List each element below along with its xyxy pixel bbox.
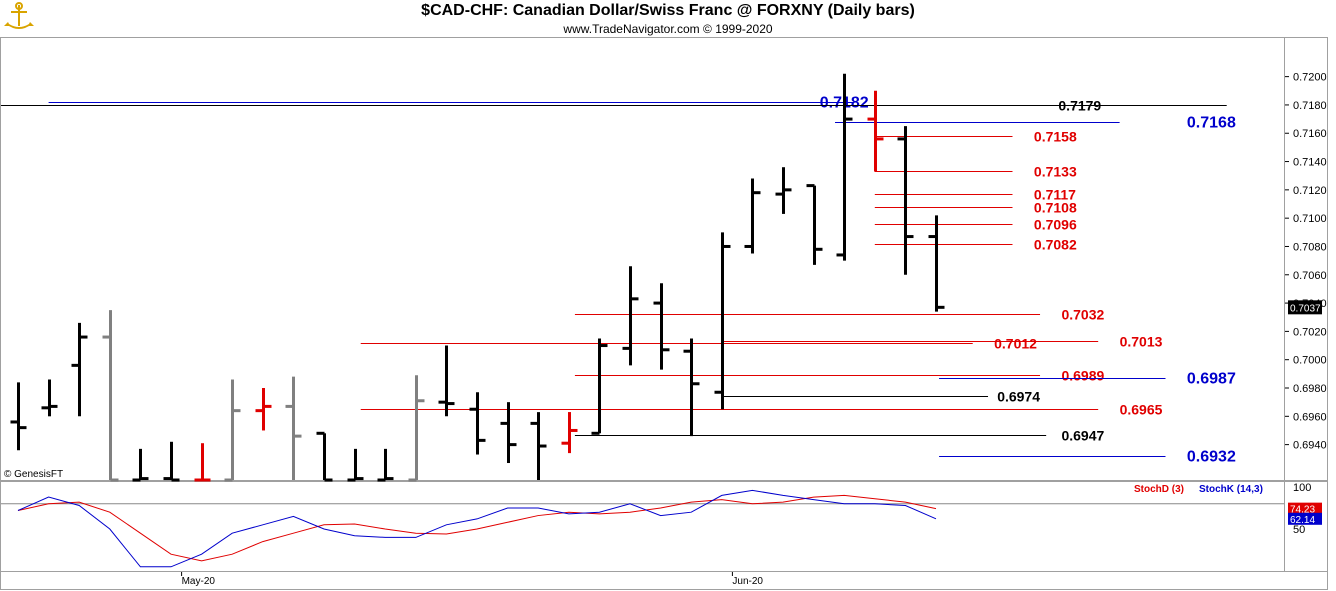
price-axis bbox=[1284, 37, 1328, 481]
price-tick-label: 0.7120 bbox=[1293, 185, 1327, 197]
price-tick-label: 0.7060 bbox=[1293, 270, 1327, 282]
price-tick-label: 0.7100 bbox=[1293, 213, 1327, 225]
stochd-line bbox=[17, 494, 937, 562]
ohlc-bar bbox=[438, 345, 455, 417]
level-label: 0.7082 bbox=[1034, 237, 1077, 253]
level-label: 0.7168 bbox=[1187, 115, 1236, 132]
stochk-value: 62.14 bbox=[1290, 515, 1315, 526]
trade-navigator-logo-icon bbox=[4, 2, 34, 29]
level-label: 0.6987 bbox=[1187, 371, 1236, 388]
ohlc-bar bbox=[867, 90, 884, 172]
price-tick-label: 0.6960 bbox=[1293, 411, 1327, 423]
chart-subtitle: www.TradeNavigator.com © 1999-2020 bbox=[563, 22, 773, 36]
price-tick-label: 0.7000 bbox=[1293, 355, 1327, 367]
ohlc-bar bbox=[102, 310, 119, 482]
ohlc-bar bbox=[41, 379, 58, 417]
ohlc-bar bbox=[408, 375, 425, 482]
price-tick-label: 0.6940 bbox=[1293, 440, 1327, 452]
level-label: 0.6965 bbox=[1120, 402, 1163, 418]
ohlc-bar bbox=[347, 448, 364, 482]
ohlc-bar bbox=[744, 178, 761, 254]
date-axis bbox=[0, 571, 1328, 590]
ohlc-bar bbox=[255, 388, 272, 431]
stochd-value-box bbox=[1288, 502, 1322, 515]
ohlc-bar bbox=[10, 382, 27, 451]
ohlc-bar bbox=[561, 412, 578, 454]
level-label: 0.6989 bbox=[1061, 368, 1104, 384]
ohlc-bar bbox=[163, 441, 180, 482]
date-label: Jun-20 bbox=[732, 576, 763, 587]
ohlc-bar bbox=[775, 167, 792, 214]
level-label: 0.7117 bbox=[1034, 187, 1076, 203]
price-ticks: 0.7200 0.7180 0.7160 0.7140 0.7120 0.7100 0.70… bbox=[1285, 72, 1327, 452]
ohlc-bar bbox=[714, 232, 731, 410]
price-tick-label: 0.7200 bbox=[1293, 72, 1327, 84]
chart-title: $CAD-CHF: Canadian Dollar/Swiss Franc @ … bbox=[421, 2, 915, 19]
watermark: © GenesisFT bbox=[4, 469, 63, 480]
level-label: 0.7096 bbox=[1034, 217, 1077, 233]
stochk-legend: StochK (14,3) bbox=[1199, 484, 1263, 495]
stochk-value-box bbox=[1288, 512, 1322, 525]
level-label: 0.7179 bbox=[1058, 98, 1101, 114]
level-label: 0.7108 bbox=[1034, 200, 1077, 216]
price-tick-label: 0.6980 bbox=[1293, 383, 1327, 395]
ohlc-bar bbox=[469, 392, 486, 455]
level-label: 0.7013 bbox=[1120, 334, 1163, 350]
price-tick-label: 0.7080 bbox=[1293, 241, 1327, 253]
level-label: 0.6974 bbox=[997, 389, 1040, 405]
level-label: 0.7012 bbox=[994, 336, 1037, 352]
level-label: 0.7032 bbox=[1061, 307, 1104, 323]
ohlc-bar bbox=[653, 283, 670, 370]
date-label: May-20 bbox=[182, 576, 216, 587]
level-lines: 0.71820.71790.71680.71580.71330.71170.71… bbox=[1, 95, 1236, 466]
price-tick-label: 0.7020 bbox=[1293, 326, 1327, 338]
stochd-legend: StochD (3) bbox=[1134, 484, 1184, 495]
level-label: 0.6947 bbox=[1061, 428, 1104, 444]
ohlc-bar bbox=[316, 431, 333, 482]
ohlc-bar bbox=[132, 448, 149, 482]
stoch-tick-label: 50 bbox=[1293, 524, 1305, 536]
stoch-tick-label: 100 bbox=[1293, 482, 1311, 494]
ohlc-bar bbox=[530, 412, 547, 480]
ohlc-bar bbox=[194, 443, 211, 482]
level-label: 0.6932 bbox=[1187, 449, 1236, 466]
ohlc-bar bbox=[224, 379, 241, 482]
price-tick-label: 0.7140 bbox=[1293, 157, 1327, 169]
ohlc-bar bbox=[622, 266, 639, 366]
stoch-axis bbox=[1284, 481, 1328, 572]
stochd-value: 74.23 bbox=[1290, 505, 1315, 516]
price-tick-label: 0.7180 bbox=[1293, 100, 1327, 112]
ohlc-bar bbox=[683, 338, 700, 437]
last-price-label: 0.7037 bbox=[1290, 303, 1321, 314]
ohlc-bar bbox=[928, 215, 945, 312]
last-price-box bbox=[1288, 300, 1322, 315]
ohlc-bar bbox=[377, 448, 394, 482]
ohlc-bar bbox=[71, 322, 88, 417]
ohlc-bar bbox=[836, 73, 853, 261]
level-label: 0.7158 bbox=[1034, 129, 1077, 145]
price-tick-label: 0.7160 bbox=[1293, 128, 1327, 140]
ohlc-bar bbox=[591, 338, 608, 435]
ohlc-bar bbox=[897, 126, 914, 275]
level-label: 0.7133 bbox=[1034, 164, 1077, 180]
ohlc-bar bbox=[285, 376, 302, 480]
stochk-line bbox=[17, 489, 937, 568]
ohlc-bar bbox=[500, 402, 517, 464]
date-labels: May-20 Jun-20 bbox=[181, 572, 763, 587]
price-bars bbox=[10, 73, 945, 482]
ohlc-bar bbox=[806, 184, 823, 265]
